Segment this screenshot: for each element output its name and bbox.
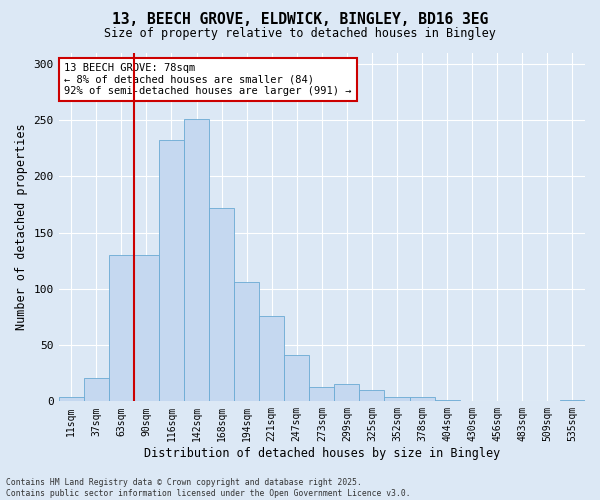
Bar bbox=[184, 119, 209, 402]
Bar bbox=[109, 255, 134, 402]
Bar bbox=[359, 390, 385, 402]
Bar bbox=[134, 255, 159, 402]
Text: 13 BEECH GROVE: 78sqm
← 8% of detached houses are smaller (84)
92% of semi-detac: 13 BEECH GROVE: 78sqm ← 8% of detached h… bbox=[64, 63, 352, 96]
Bar bbox=[259, 316, 284, 402]
Bar bbox=[234, 282, 259, 402]
Bar bbox=[284, 355, 310, 402]
Text: Contains HM Land Registry data © Crown copyright and database right 2025.
Contai: Contains HM Land Registry data © Crown c… bbox=[6, 478, 410, 498]
Y-axis label: Number of detached properties: Number of detached properties bbox=[15, 124, 28, 330]
Bar bbox=[209, 208, 234, 402]
Bar bbox=[560, 400, 585, 402]
Text: 13, BEECH GROVE, ELDWICK, BINGLEY, BD16 3EG: 13, BEECH GROVE, ELDWICK, BINGLEY, BD16 … bbox=[112, 12, 488, 28]
Bar bbox=[159, 140, 184, 402]
Bar bbox=[334, 384, 359, 402]
Bar bbox=[410, 397, 434, 402]
Text: Size of property relative to detached houses in Bingley: Size of property relative to detached ho… bbox=[104, 28, 496, 40]
Bar bbox=[59, 397, 84, 402]
Bar bbox=[310, 386, 334, 402]
Bar bbox=[84, 378, 109, 402]
Bar bbox=[385, 397, 410, 402]
Bar bbox=[434, 400, 460, 402]
X-axis label: Distribution of detached houses by size in Bingley: Distribution of detached houses by size … bbox=[144, 447, 500, 460]
